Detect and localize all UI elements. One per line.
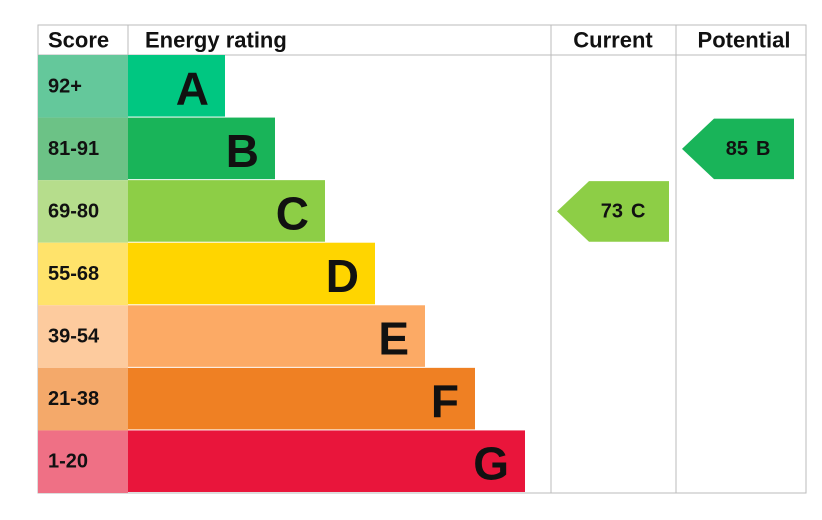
rating-bar bbox=[128, 117, 275, 180]
score-cell bbox=[38, 305, 128, 368]
header-score: Score bbox=[48, 28, 109, 53]
score-cell bbox=[38, 55, 128, 118]
score-label: 1-20 bbox=[48, 451, 88, 473]
potential-arrow bbox=[682, 118, 794, 180]
potential-score: 85 bbox=[726, 138, 748, 160]
header-potential: Potential bbox=[698, 28, 791, 53]
header-current: Current bbox=[573, 28, 653, 53]
rating-letter: B bbox=[226, 125, 259, 177]
rating-bar bbox=[128, 180, 325, 242]
rating-letter: C bbox=[276, 187, 309, 239]
rating-bar bbox=[128, 430, 525, 492]
score-label: 92+ bbox=[48, 75, 82, 97]
current-arrow bbox=[557, 181, 669, 242]
score-cell bbox=[38, 367, 128, 431]
score-cell bbox=[38, 430, 128, 493]
rating-bar bbox=[128, 242, 375, 305]
score-label: 39-54 bbox=[48, 326, 100, 348]
rating-letter: A bbox=[176, 62, 209, 114]
score-cell bbox=[38, 117, 128, 181]
current-score: 73 bbox=[601, 200, 623, 222]
current-rating: C bbox=[631, 200, 645, 222]
rating-bar bbox=[128, 305, 425, 367]
rating-bar bbox=[128, 55, 225, 117]
score-cell bbox=[38, 180, 128, 243]
rating-letter: G bbox=[473, 438, 509, 490]
score-label: 21-38 bbox=[48, 388, 99, 410]
rating-bar bbox=[128, 367, 475, 430]
potential-rating: B bbox=[756, 138, 770, 160]
rating-letter: F bbox=[431, 375, 459, 427]
header-energy-rating: Energy rating bbox=[145, 28, 287, 53]
rating-letter: D bbox=[326, 250, 359, 302]
score-label: 69-80 bbox=[48, 200, 99, 222]
score-cell bbox=[38, 242, 128, 306]
score-label: 55-68 bbox=[48, 263, 99, 285]
score-label: 81-91 bbox=[48, 138, 99, 160]
rating-letter: E bbox=[378, 313, 409, 365]
